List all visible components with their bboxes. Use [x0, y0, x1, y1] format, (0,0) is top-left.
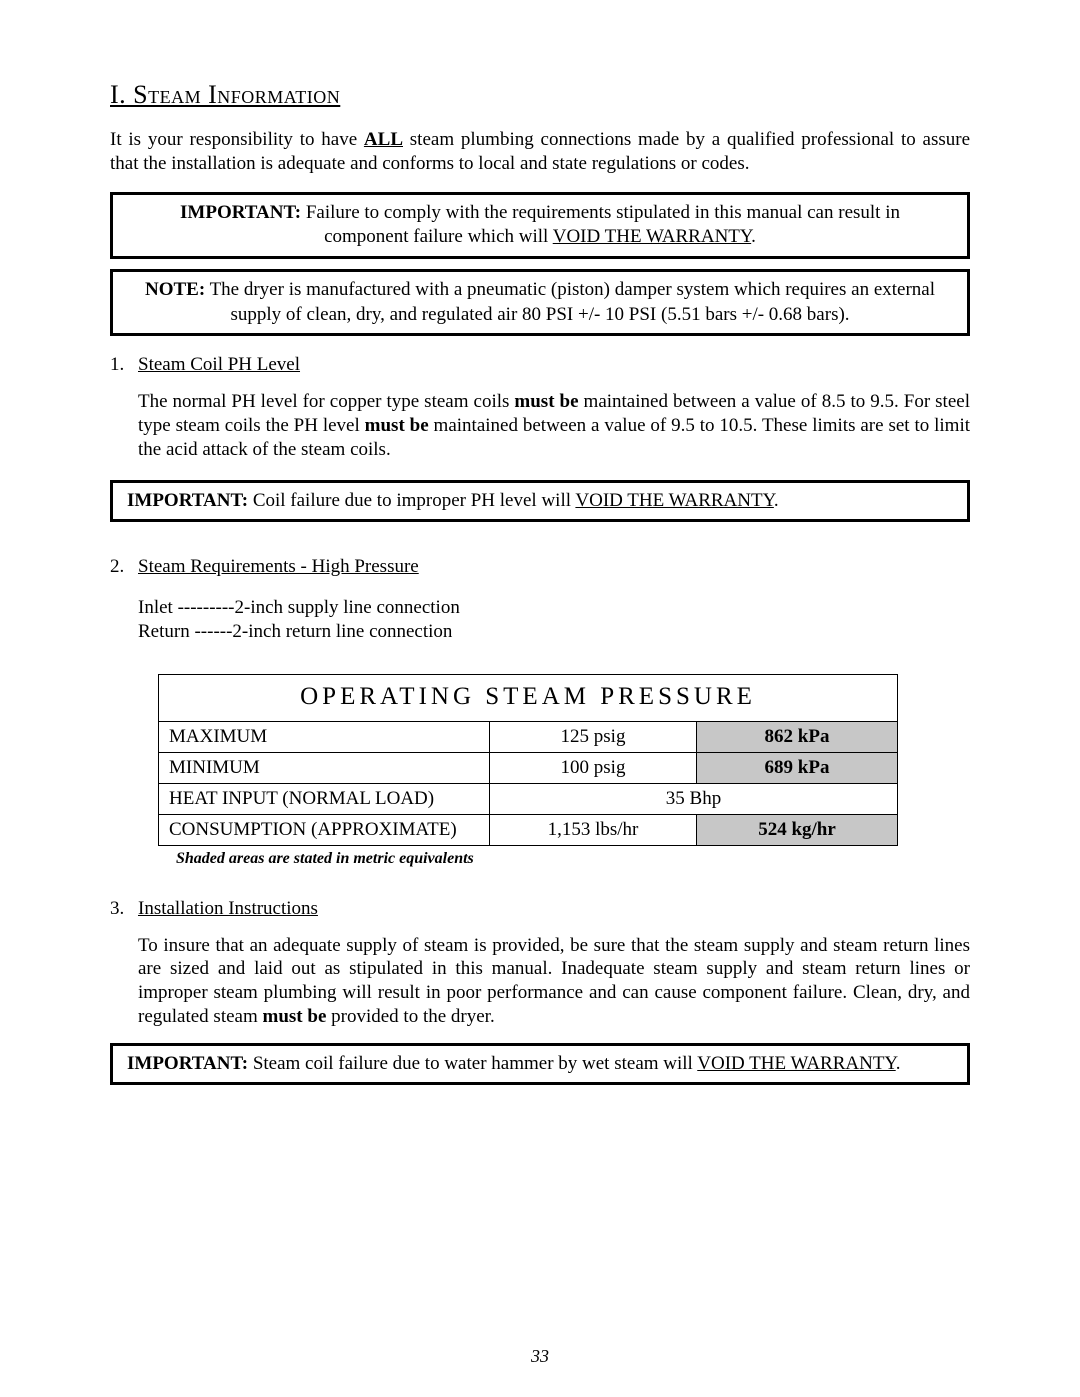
important-box-3: IMPORTANT: Steam coil failure due to wat… — [110, 1043, 970, 1086]
intro-paragraph: It is your responsibility to have ALL st… — [110, 128, 970, 176]
important-box-1: IMPORTANT: Failure to comply with the re… — [110, 192, 970, 259]
important-end: . — [751, 226, 756, 247]
must-be: must be — [514, 391, 578, 412]
row-value: 1,153 lbs/hr — [490, 814, 697, 845]
item-number: 2. — [110, 556, 138, 578]
note-box: NOTE: The dryer is manufactured with a p… — [110, 269, 970, 336]
row-label: CONSUMPTION (APPROXIMATE) — [159, 814, 490, 845]
list-item-3: 3. Installation Instructions — [110, 898, 970, 920]
void-warranty: VOID THE WARRANTY — [553, 226, 751, 247]
row-metric: 689 kPa — [697, 752, 898, 783]
intro-pre: It is your responsibility to have — [110, 129, 364, 150]
intro-all: ALL — [364, 129, 403, 150]
page-number: 33 — [0, 1346, 1080, 1367]
list-item-2: 2. Steam Requirements - High Pressure — [110, 556, 970, 578]
item-3-paragraph: To insure that an adequate supply of ste… — [138, 934, 970, 1029]
table-row: MAXIMUM 125 psig 862 kPa — [159, 721, 898, 752]
row-value: 125 psig — [490, 721, 697, 752]
inlet-line: Inlet ---------2-inch supply line connec… — [138, 596, 970, 620]
item-3-title: Installation Instructions — [138, 898, 318, 920]
page: I. Steam Information It is your responsi… — [0, 0, 1080, 1397]
row-label: HEAT INPUT (NORMAL LOAD) — [159, 783, 490, 814]
section-heading: I. Steam Information — [110, 80, 970, 110]
row-label: MINIMUM — [159, 752, 490, 783]
list-item-1: 1. Steam Coil PH Level — [110, 354, 970, 376]
note-label: NOTE: — [145, 279, 205, 300]
important-text-1a: Failure to comply with the requirements … — [301, 202, 900, 223]
note-text-1: The dryer is manufactured with a pneumat… — [205, 279, 935, 300]
table-row: HEAT INPUT (NORMAL LOAD) 35 Bhp — [159, 783, 898, 814]
row-value: 35 Bhp — [490, 783, 898, 814]
row-value: 100 psig — [490, 752, 697, 783]
important-label: IMPORTANT: — [127, 1053, 248, 1074]
item-number: 3. — [110, 898, 138, 920]
table-title: OPERATING STEAM PRESSURE — [159, 674, 898, 721]
connection-lines: Inlet ---------2-inch supply line connec… — [138, 596, 970, 644]
item-1-paragraph: The normal PH level for copper type stea… — [138, 390, 970, 461]
row-metric: 862 kPa — [697, 721, 898, 752]
void-warranty: VOID THE WARRANTY — [575, 490, 773, 511]
void-warranty: VOID THE WARRANTY — [697, 1053, 895, 1074]
item1-text-a: The normal PH level for copper type stea… — [138, 391, 514, 412]
steam-pressure-table: OPERATING STEAM PRESSURE MAXIMUM 125 psi… — [158, 674, 898, 868]
row-label: MAXIMUM — [159, 721, 490, 752]
must-be: must be — [365, 415, 429, 436]
important-text-3: Steam coil failure due to water hammer b… — [248, 1053, 697, 1074]
return-line: Return ------2-inch return line connecti… — [138, 620, 970, 644]
item3-text-b: provided to the dryer. — [326, 1006, 494, 1027]
item-1-title: Steam Coil PH Level — [138, 354, 300, 376]
table-row: CONSUMPTION (APPROXIMATE) 1,153 lbs/hr 5… — [159, 814, 898, 845]
item-number: 1. — [110, 354, 138, 376]
table-row: MINIMUM 100 psig 689 kPa — [159, 752, 898, 783]
important-text-2: Coil failure due to improper PH level wi… — [248, 490, 575, 511]
important-text-1b: component failure which will — [324, 226, 553, 247]
note-text-2: supply of clean, dry, and regulated air … — [230, 304, 849, 325]
important-label: IMPORTANT: — [127, 490, 248, 511]
must-be: must be — [263, 1006, 327, 1027]
table-footnote: Shaded areas are stated in metric equiva… — [176, 850, 898, 868]
row-metric: 524 kg/hr — [697, 814, 898, 845]
item-2-title: Steam Requirements - High Pressure — [138, 556, 419, 578]
important-end: . — [774, 490, 779, 511]
important-end: . — [896, 1053, 901, 1074]
important-label: IMPORTANT: — [180, 202, 301, 223]
important-box-2: IMPORTANT: Coil failure due to improper … — [110, 480, 970, 523]
